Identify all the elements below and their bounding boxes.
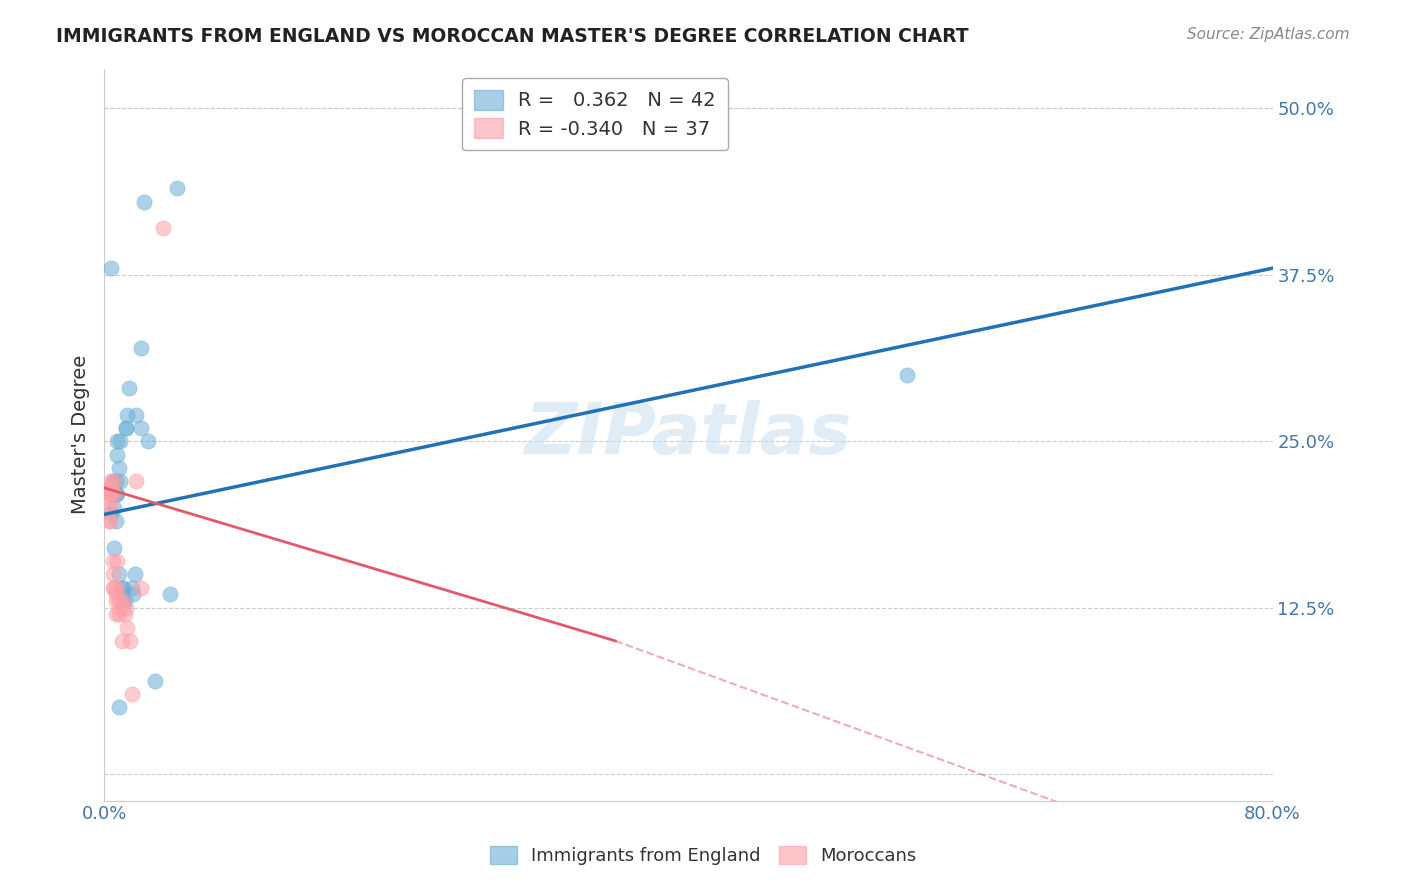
Text: Source: ZipAtlas.com: Source: ZipAtlas.com: [1187, 27, 1350, 42]
Point: [97, 500, 120, 515]
Point: [125, 474, 148, 488]
Point: [105, 554, 128, 568]
Point: [129, 421, 152, 435]
Point: [124, 567, 146, 582]
Point: [114, 607, 136, 622]
Point: [100, 481, 122, 495]
Point: [118, 381, 141, 395]
Legend: Immigrants from England, Moroccans: Immigrants from England, Moroccans: [481, 837, 925, 874]
Point: [100, 481, 122, 495]
Point: [104, 594, 127, 608]
Point: [132, 194, 155, 209]
Point: [129, 341, 152, 355]
Point: [111, 587, 134, 601]
Point: [104, 607, 127, 622]
Point: [107, 460, 129, 475]
Point: [104, 474, 127, 488]
Point: [100, 487, 122, 501]
Point: [105, 448, 128, 462]
Point: [98, 514, 121, 528]
Point: [112, 594, 135, 608]
Point: [121, 581, 143, 595]
Point: [108, 474, 131, 488]
Point: [117, 621, 139, 635]
Point: [159, 587, 181, 601]
Point: [104, 487, 127, 501]
Point: [111, 633, 134, 648]
Point: [115, 421, 138, 435]
Point: [108, 434, 131, 449]
Point: [101, 567, 124, 582]
Point: [111, 581, 134, 595]
Point: [136, 434, 159, 449]
Point: [104, 587, 127, 601]
Point: [97, 481, 120, 495]
Point: [122, 587, 145, 601]
Point: [103, 474, 125, 488]
Y-axis label: Master's Degree: Master's Degree: [72, 355, 90, 514]
Point: [105, 434, 128, 449]
Point: [152, 221, 174, 235]
Point: [103, 541, 125, 555]
Point: [103, 500, 125, 515]
Point: [98, 481, 121, 495]
Point: [120, 633, 142, 648]
Point: [166, 181, 188, 195]
Point: [100, 474, 122, 488]
Point: [100, 487, 122, 501]
Point: [97, 487, 120, 501]
Point: [105, 581, 128, 595]
Point: [100, 261, 122, 276]
Point: [117, 408, 139, 422]
Point: [121, 687, 143, 701]
Point: [103, 581, 125, 595]
Point: [103, 487, 125, 501]
Point: [100, 481, 122, 495]
Text: IMMIGRANTS FROM ENGLAND VS MOROCCAN MASTER'S DEGREE CORRELATION CHART: IMMIGRANTS FROM ENGLAND VS MOROCCAN MAST…: [56, 27, 969, 45]
Point: [115, 421, 138, 435]
Point: [107, 607, 129, 622]
Point: [97, 487, 120, 501]
Point: [143, 673, 166, 688]
Point: [98, 500, 121, 515]
Point: [108, 600, 131, 615]
Text: ZIPatlas: ZIPatlas: [524, 401, 852, 469]
Point: [107, 594, 129, 608]
Point: [100, 481, 122, 495]
Point: [115, 600, 138, 615]
Point: [100, 508, 122, 522]
Legend: R =   0.362   N = 42, R = -0.340   N = 37: R = 0.362 N = 42, R = -0.340 N = 37: [463, 78, 728, 151]
Point: [112, 594, 135, 608]
Point: [107, 567, 129, 582]
Point: [105, 487, 128, 501]
Point: [101, 581, 124, 595]
Point: [896, 368, 918, 382]
Point: [98, 487, 121, 501]
Point: [101, 474, 124, 488]
Point: [104, 514, 127, 528]
Point: [129, 581, 152, 595]
Point: [125, 408, 148, 422]
Point: [97, 514, 120, 528]
Point: [112, 581, 135, 595]
Point: [107, 700, 129, 714]
Point: [101, 487, 124, 501]
Point: [114, 594, 136, 608]
Point: [101, 554, 124, 568]
Point: [103, 487, 125, 501]
